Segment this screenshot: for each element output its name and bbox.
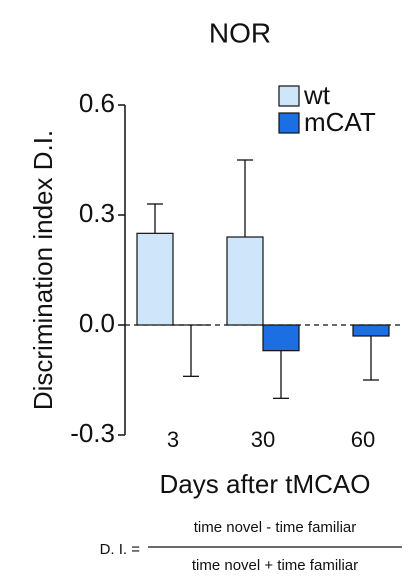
chart-title: NOR xyxy=(209,17,271,48)
error-bar xyxy=(273,350,289,399)
legend-label: wt xyxy=(303,80,331,110)
bar xyxy=(262,324,300,352)
bar xyxy=(352,324,390,337)
error-bar xyxy=(183,325,199,377)
y-tick-label: 0.0 xyxy=(79,308,115,338)
x-tick-label: 30 xyxy=(251,427,275,452)
formula-denominator: time novel + time familiar xyxy=(192,557,358,574)
formula-numerator: time novel - time familiar xyxy=(194,519,357,536)
error-bar xyxy=(147,203,163,234)
y-axis-label: Discrimination index D.I. xyxy=(28,130,58,410)
y-tick-label: -0.3 xyxy=(70,418,115,448)
y-tick-label: 0.3 xyxy=(79,198,115,228)
y-tick-label: 0.6 xyxy=(79,88,115,118)
error-bar xyxy=(363,336,379,381)
legend-swatch xyxy=(278,112,300,134)
x-tick-label: 60 xyxy=(351,427,375,452)
bar xyxy=(136,232,174,326)
x-axis-label: Days after tMCAO xyxy=(160,469,371,499)
formula-lhs: D. I. = xyxy=(100,541,141,558)
x-tick-label: 3 xyxy=(167,427,179,452)
bar xyxy=(226,236,264,326)
legend-swatch xyxy=(278,85,300,107)
legend-label: mCAT xyxy=(304,107,376,137)
error-bar xyxy=(237,159,253,237)
